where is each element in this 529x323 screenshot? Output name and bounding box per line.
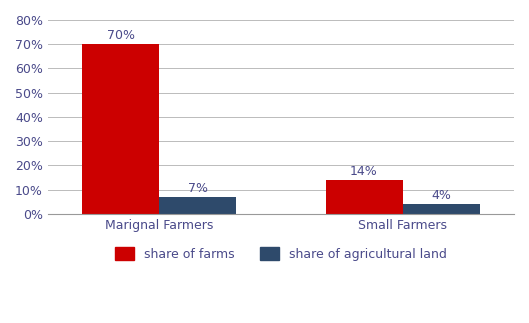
Legend: share of farms, share of agricultural land: share of farms, share of agricultural la…	[111, 242, 451, 266]
Text: 70%: 70%	[107, 29, 135, 42]
Bar	[159, 197, 236, 214]
Text: 4%: 4%	[431, 189, 451, 202]
Bar	[403, 204, 480, 214]
Bar	[83, 44, 159, 214]
Text: 7%: 7%	[188, 182, 208, 195]
Text: 14%: 14%	[350, 165, 378, 178]
Bar	[325, 180, 403, 214]
